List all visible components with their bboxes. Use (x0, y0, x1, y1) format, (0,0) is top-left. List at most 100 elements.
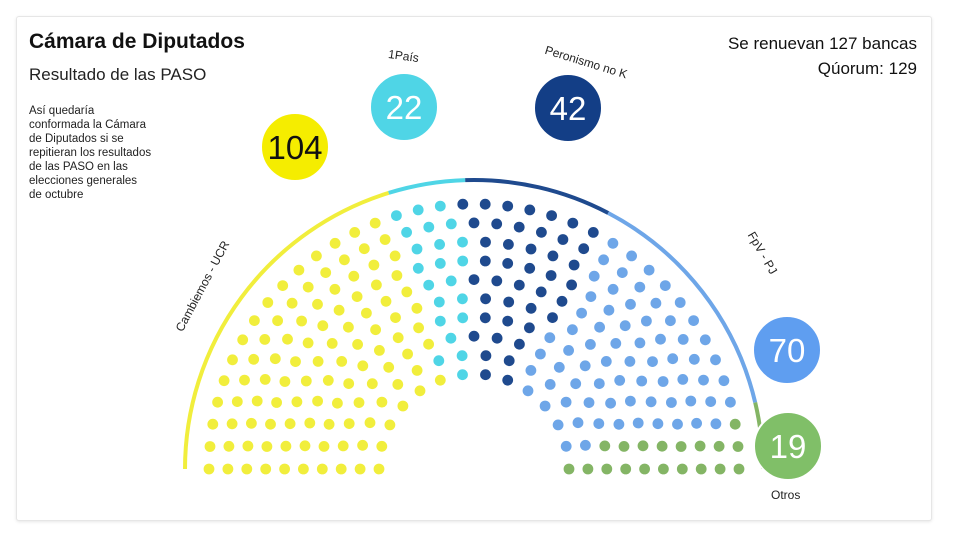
seat-dot (479, 312, 491, 324)
seat-dot (714, 463, 726, 475)
seat-dot (491, 332, 503, 344)
seat-dot (480, 236, 491, 248)
seat-dot (339, 254, 350, 266)
seat-dot (620, 463, 632, 475)
seat-dot (626, 250, 637, 262)
seat-dot (246, 417, 257, 429)
seat-dot (666, 397, 677, 408)
seat-dot (423, 338, 434, 350)
seat-dot (502, 374, 514, 386)
seat-dot (524, 262, 536, 274)
seat-dot (710, 354, 721, 366)
seat-dot (343, 418, 355, 429)
seat-dot (322, 375, 334, 386)
seat-dot (659, 280, 671, 291)
seat-dot (572, 417, 584, 429)
party-seat-count: 70 (769, 332, 806, 369)
seat-dot (380, 295, 392, 307)
seat-dot (616, 267, 628, 278)
seat-dot (379, 234, 391, 245)
seat-dot (503, 355, 515, 367)
seat-dot (402, 348, 413, 360)
seat-dot (207, 418, 219, 430)
seat-dot (614, 375, 626, 386)
seat-dot (434, 374, 446, 386)
seat-dot (296, 315, 307, 327)
seat-dot (371, 279, 382, 291)
seat-dot (333, 304, 345, 316)
seat-dot (618, 441, 630, 452)
party-seat-count: 19 (770, 428, 807, 465)
seat-dot (725, 396, 736, 408)
note-line: elecciones generales (29, 175, 137, 187)
seat-dot (358, 243, 370, 255)
seat-dot (594, 321, 605, 333)
party-arc (465, 178, 610, 215)
seat-dot (525, 365, 537, 376)
seat-dot (277, 280, 289, 291)
seat-dot (639, 463, 650, 475)
seat-dot (636, 375, 648, 387)
seat-dot (337, 440, 349, 452)
seat-dot (536, 226, 547, 238)
seat-dot (457, 198, 469, 210)
seat-dot (434, 239, 445, 250)
seat-dot (300, 375, 312, 387)
seat-dot (434, 315, 446, 327)
seat-dot (231, 396, 243, 407)
chart-title: Cámara de Diputados (29, 30, 245, 53)
seat-dot (265, 418, 276, 430)
seat-dot (632, 417, 644, 429)
seat-dot (524, 322, 535, 334)
seat-dot (656, 440, 668, 452)
seat-dot (535, 286, 547, 298)
seat-dot (279, 376, 291, 387)
seat-dot (665, 315, 676, 327)
seat-dot (445, 218, 457, 230)
seat-dot (514, 338, 525, 350)
seat-dot (634, 281, 646, 293)
seat-dot (468, 274, 480, 285)
seat-dot (563, 463, 575, 475)
seat-dot (491, 218, 503, 230)
parliament-chart: 104 22 42 70 19 Cámara de Diputados Resultad… (29, 30, 917, 502)
seat-dot (357, 360, 369, 372)
seat-dot (607, 283, 619, 295)
seat-dot (312, 395, 323, 407)
seat-dot (729, 418, 741, 430)
seat-dot (457, 312, 469, 324)
seat-dot (293, 264, 305, 276)
chart-subtitle: Resultado de las PASO (29, 65, 206, 84)
seat-dot (239, 374, 250, 386)
seat-dot (698, 374, 709, 386)
seats (203, 198, 745, 475)
seat-dot (369, 217, 381, 229)
party-bubble: 42 (533, 73, 603, 143)
seat-dot (535, 348, 546, 360)
seat-dot (641, 315, 652, 327)
seat-dot (312, 356, 324, 367)
seat-dot (352, 339, 363, 350)
seat-dot (368, 259, 380, 271)
seat-dot (600, 356, 612, 367)
seat-dot (376, 440, 388, 452)
seat-dot (579, 360, 591, 372)
party-bubble: 22 (369, 72, 439, 142)
seat-dot (650, 297, 662, 309)
party-bubble-circle (533, 73, 603, 143)
seat-dot (593, 418, 605, 429)
seat-dot (414, 385, 426, 397)
seat-dot (401, 286, 413, 298)
note-line: de las PASO en las (29, 161, 128, 173)
seat-dot (351, 291, 363, 302)
seat-dot (312, 298, 323, 310)
party-seat-count: 104 (267, 129, 322, 166)
seat-dot (655, 333, 666, 345)
seat-dot (593, 378, 605, 389)
seat-dot (329, 237, 341, 249)
seat-dot (445, 332, 457, 344)
seat-dot (391, 210, 402, 222)
seat-dot (226, 418, 238, 430)
seat-dot (397, 400, 409, 412)
seat-dot (364, 417, 376, 429)
